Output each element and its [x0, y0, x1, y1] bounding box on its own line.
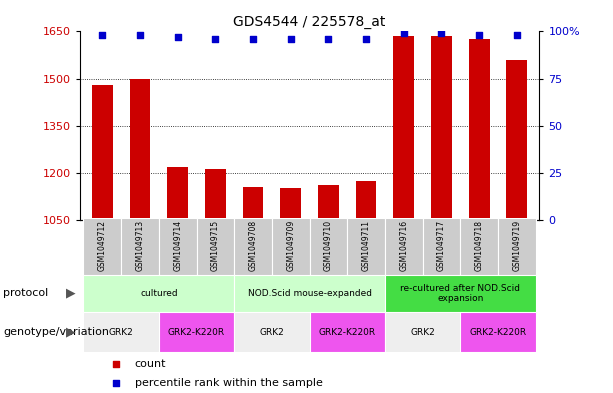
- Point: [286, 36, 295, 42]
- Point: [512, 32, 522, 39]
- Bar: [356, 181, 376, 220]
- Text: GSM1049708: GSM1049708: [248, 220, 257, 271]
- Text: percentile rank within the sample: percentile rank within the sample: [135, 378, 322, 388]
- Bar: [159, 312, 234, 352]
- Bar: [422, 218, 460, 275]
- Bar: [129, 79, 150, 220]
- Text: GRK2-K220R: GRK2-K220R: [319, 328, 376, 336]
- Bar: [431, 36, 452, 220]
- Bar: [121, 218, 159, 275]
- Bar: [167, 167, 188, 220]
- Point: [436, 30, 446, 37]
- Bar: [197, 218, 234, 275]
- Text: GRK2-K220R: GRK2-K220R: [470, 328, 527, 336]
- Bar: [460, 312, 536, 352]
- Bar: [385, 275, 536, 312]
- Bar: [310, 312, 385, 352]
- Text: cultured: cultured: [140, 289, 178, 298]
- Point: [324, 36, 333, 42]
- Bar: [83, 218, 121, 275]
- Text: GRK2: GRK2: [410, 328, 435, 336]
- Text: GSM1049713: GSM1049713: [135, 220, 145, 271]
- Bar: [506, 60, 527, 220]
- Text: GSM1049709: GSM1049709: [286, 220, 295, 271]
- Bar: [347, 218, 385, 275]
- Bar: [234, 312, 310, 352]
- Bar: [280, 188, 301, 220]
- Text: re-cultured after NOD.Scid
expansion: re-cultured after NOD.Scid expansion: [400, 284, 520, 303]
- Point: [399, 30, 409, 37]
- Bar: [234, 218, 272, 275]
- Text: NOD.Scid mouse-expanded: NOD.Scid mouse-expanded: [248, 289, 371, 298]
- Text: GSM1049716: GSM1049716: [399, 220, 408, 271]
- Point: [474, 32, 484, 39]
- Text: GSM1049712: GSM1049712: [98, 220, 107, 271]
- Bar: [272, 218, 310, 275]
- Bar: [83, 275, 234, 312]
- Text: GSM1049718: GSM1049718: [474, 220, 484, 271]
- Point: [361, 36, 371, 42]
- Text: GSM1049715: GSM1049715: [211, 220, 220, 271]
- Text: genotype/variation: genotype/variation: [3, 327, 109, 337]
- Point: [248, 36, 258, 42]
- Text: count: count: [135, 358, 166, 369]
- Bar: [385, 312, 460, 352]
- Bar: [243, 187, 264, 220]
- Text: GSM1049714: GSM1049714: [173, 220, 182, 271]
- Point: [173, 34, 183, 40]
- Text: GRK2-K220R: GRK2-K220R: [168, 328, 225, 336]
- Point: [97, 32, 107, 39]
- Bar: [394, 36, 414, 220]
- Bar: [385, 218, 422, 275]
- Text: ▶: ▶: [66, 286, 75, 299]
- Text: GSM1049710: GSM1049710: [324, 220, 333, 271]
- Text: GSM1049711: GSM1049711: [362, 220, 371, 271]
- Bar: [469, 39, 490, 220]
- Bar: [92, 85, 113, 220]
- Bar: [310, 218, 347, 275]
- Bar: [159, 218, 197, 275]
- Bar: [83, 312, 159, 352]
- Text: GSM1049717: GSM1049717: [437, 220, 446, 271]
- Point: [135, 32, 145, 39]
- Bar: [234, 275, 385, 312]
- Bar: [205, 169, 226, 220]
- Text: GSM1049719: GSM1049719: [512, 220, 521, 271]
- Text: GRK2: GRK2: [259, 328, 284, 336]
- Bar: [460, 218, 498, 275]
- Point: [210, 36, 220, 42]
- Text: protocol: protocol: [3, 288, 48, 298]
- Text: GRK2: GRK2: [109, 328, 134, 336]
- Bar: [498, 218, 536, 275]
- Bar: [318, 185, 339, 220]
- Title: GDS4544 / 225578_at: GDS4544 / 225578_at: [234, 15, 386, 29]
- Text: ▶: ▶: [66, 325, 75, 339]
